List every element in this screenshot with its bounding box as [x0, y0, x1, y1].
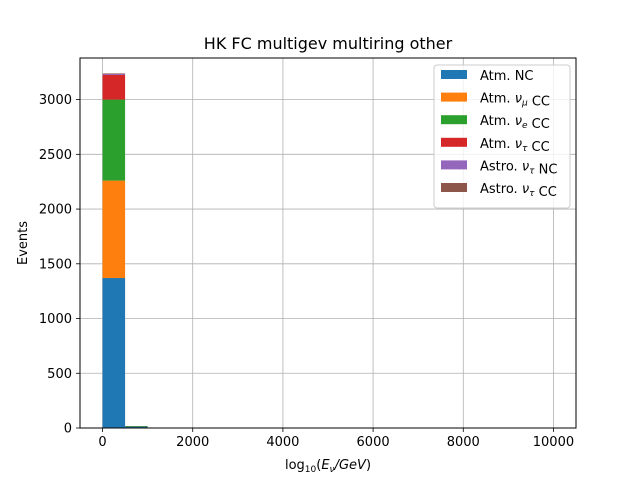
legend-label: Atm. NC	[480, 69, 534, 84]
legend-swatch	[441, 115, 467, 125]
x-tick-label: 4000	[266, 435, 299, 450]
histogram-bar	[125, 426, 148, 427]
histogram-bar	[102, 73, 126, 75]
y-tick-label: 1500	[39, 257, 72, 272]
legend-frame	[433, 64, 571, 209]
y-tick-label: 0	[64, 422, 72, 437]
x-axis-ticks: 0 2000 4000 6000 8000 10000	[98, 428, 574, 450]
legend-swatch	[441, 183, 467, 192]
y-tick-label: 500	[47, 367, 72, 382]
histogram-bar	[102, 99, 126, 181]
x-tick-label: 0	[98, 435, 106, 450]
y-axis-label: Events	[16, 221, 31, 265]
x-tick-label: 6000	[357, 435, 390, 450]
histogram-bars	[102, 73, 148, 428]
legend-swatch	[441, 92, 467, 102]
histogram-bar	[102, 278, 126, 428]
x-tick-label: 10000	[533, 435, 574, 450]
legend-swatch	[441, 160, 467, 170]
legend-swatch	[441, 70, 467, 79]
x-tick-label: 2000	[176, 435, 209, 450]
histogram-bar	[102, 73, 126, 74]
y-tick-label: 2500	[39, 148, 72, 163]
y-tick-label: 2000	[39, 203, 72, 218]
y-tick-label: 1000	[39, 312, 72, 327]
histogram-bar	[102, 74, 126, 100]
histogram-bar	[125, 426, 148, 428]
y-axis-ticks: 0 500 1000 1500 2000 2500 3000	[39, 93, 80, 437]
chart-title: HK FC multigev multiring other	[204, 34, 453, 53]
legend-label: Atm. νμ CC	[480, 92, 550, 110]
legend-label: Atm. ντ CC	[480, 137, 550, 155]
legend-label: Astro. ντ NC	[480, 159, 557, 177]
legend-label: Astro. ντ CC	[480, 182, 557, 200]
legend-swatch	[441, 137, 467, 147]
plot-frame	[79, 57, 577, 429]
x-tick-label: 8000	[447, 435, 480, 450]
legend-label: Atm. νe CC	[480, 114, 550, 132]
x-axis-label: log10(Eν/GeV)	[285, 458, 371, 475]
y-tick-label: 3000	[39, 93, 72, 108]
histogram-bar	[102, 180, 126, 279]
legend: Atm. NC Atm. νμ CC Atm. νe CC Atm. ντ CC Ast…	[433, 64, 571, 209]
